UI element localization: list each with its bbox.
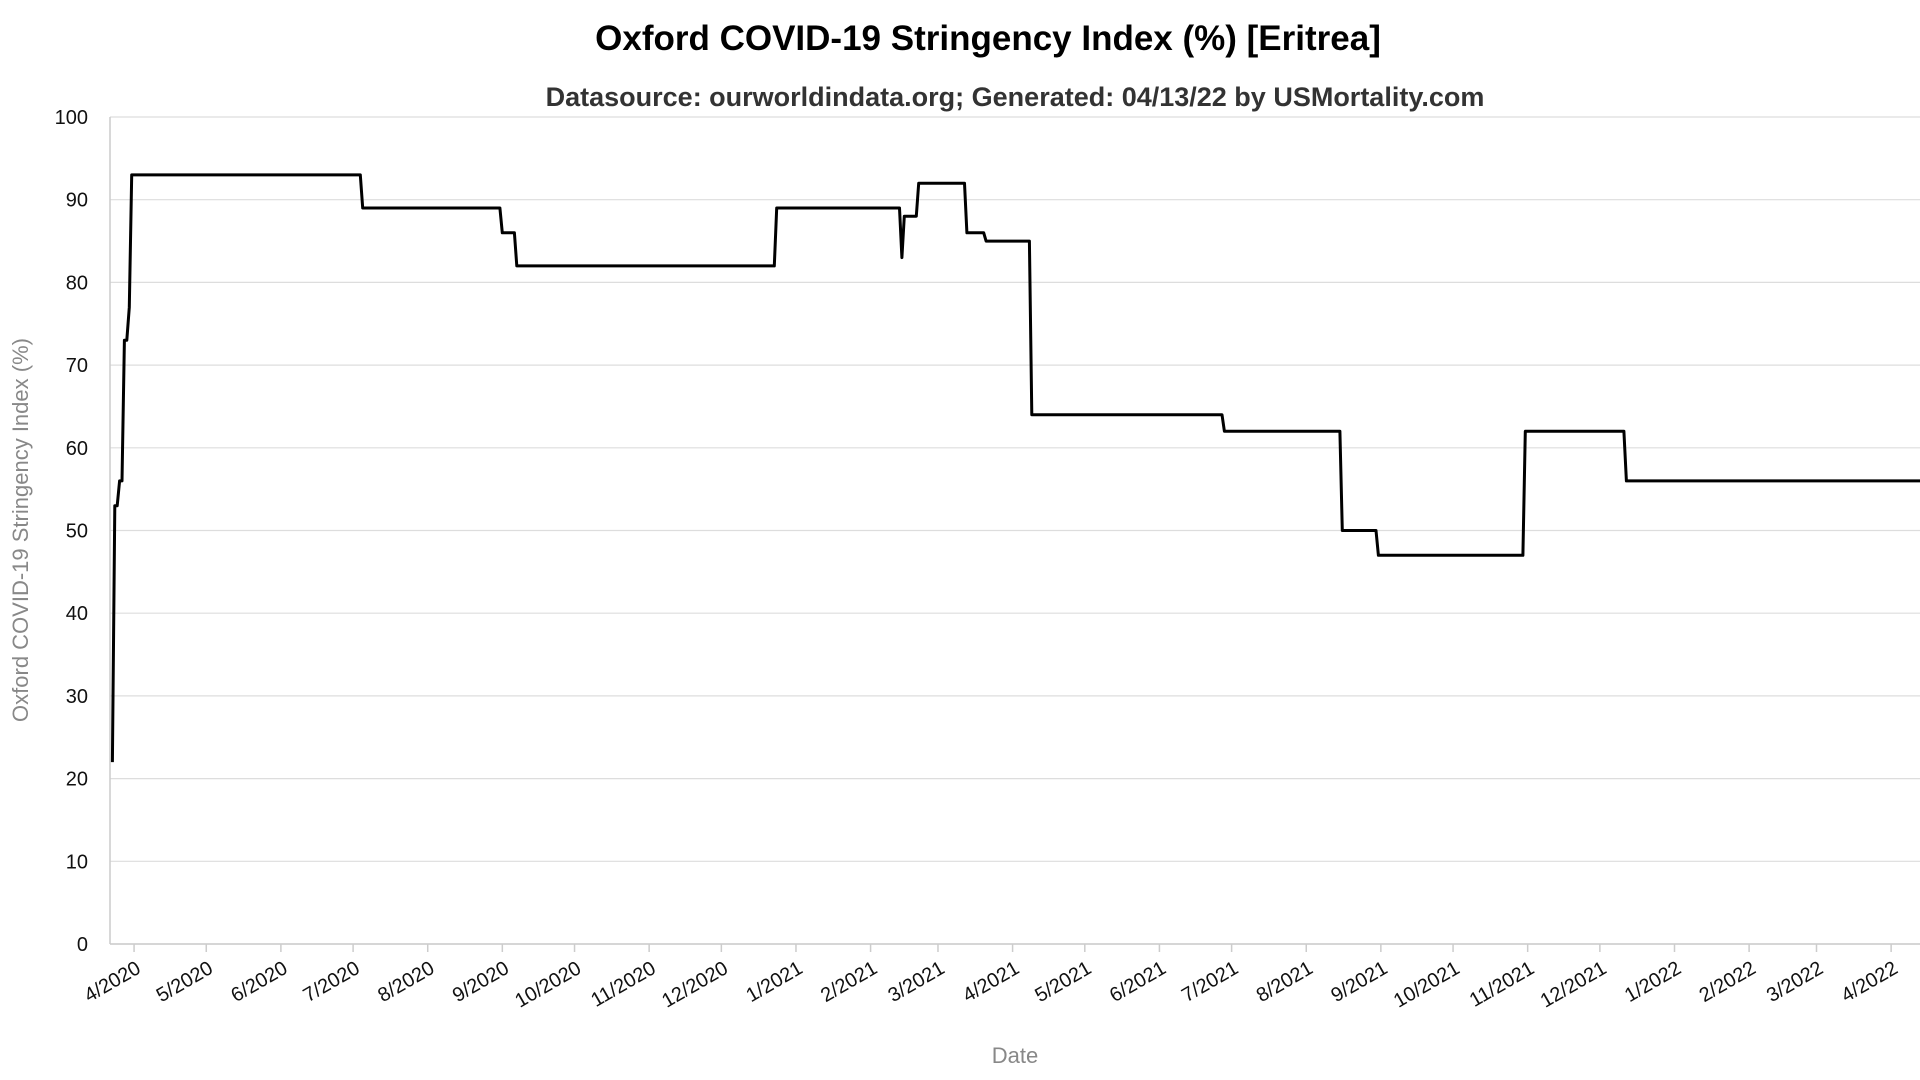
y-axis-ticks: 0 10 20 30 40 50 60 70 80 90 100 <box>55 107 88 956</box>
x-tick-label: 4/2022 <box>1838 957 1902 1007</box>
x-tick-label: 2/2022 <box>1696 957 1760 1007</box>
x-tick-label: 9/2020 <box>449 957 513 1007</box>
x-tick-label: 7/2021 <box>1178 957 1242 1007</box>
x-tick-label: 3/2022 <box>1763 957 1827 1007</box>
series-layer <box>110 173 1920 763</box>
chart-subtitle: Datasource: ourworldindata.org; Generate… <box>546 82 1485 112</box>
x-tick-label: 1/2022 <box>1621 957 1685 1007</box>
y-tick-label: 30 <box>66 686 88 708</box>
x-tick-label: 8/2020 <box>374 957 438 1007</box>
x-tick-label: 11/2020 <box>587 957 659 1011</box>
x-tick-label: 6/2020 <box>227 957 291 1007</box>
y-tick-label: 70 <box>66 355 88 377</box>
x-tick-label: 12/2020 <box>658 957 732 1012</box>
y-tick-label: 50 <box>66 521 88 543</box>
x-tick-label: 10/2021 <box>1390 957 1464 1012</box>
x-tick-label: 2/2021 <box>817 957 881 1007</box>
y-tick-label: 60 <box>66 438 88 460</box>
x-tick-label: 9/2021 <box>1327 957 1391 1007</box>
y-tick-label: 10 <box>66 851 88 873</box>
x-tick-label: 12/2021 <box>1537 957 1611 1012</box>
x-tick-label: 6/2021 <box>1106 957 1170 1007</box>
y-tick-label: 90 <box>66 190 88 212</box>
x-tick-label: 8/2021 <box>1253 957 1317 1007</box>
y-tick-label: 40 <box>66 603 88 625</box>
x-tick-label: 4/2021 <box>959 957 1023 1007</box>
x-tick-label: 3/2021 <box>885 957 949 1007</box>
x-tick-label: 11/2021 <box>1466 957 1538 1011</box>
grid-layer <box>110 116 1920 945</box>
chart-title: Oxford COVID-19 Stringency Index (%) [Er… <box>595 19 1381 58</box>
y-tick-label: 100 <box>55 107 88 129</box>
x-axis-ticks: 4/2020 5/2020 6/2020 7/2020 8/2020 9/202010/2… <box>81 944 1902 1012</box>
x-axis-title: Date <box>992 1043 1038 1068</box>
y-tick-label: 20 <box>66 769 88 791</box>
y-tick-label: 80 <box>66 272 88 294</box>
x-tick-label: 5/2021 <box>1031 957 1095 1007</box>
x-tick-label: 10/2020 <box>511 957 585 1012</box>
x-tick-label: 5/2020 <box>153 957 217 1007</box>
x-tick-label: 1/2021 <box>742 957 806 1007</box>
y-tick-label: 0 <box>77 934 88 956</box>
x-tick-label: 4/2020 <box>81 957 145 1007</box>
x-tick-label: 7/2020 <box>300 957 364 1007</box>
y-axis-title: Oxford COVID-19 Stringency Index (%) <box>8 338 33 722</box>
series-line-0 <box>110 173 1920 763</box>
